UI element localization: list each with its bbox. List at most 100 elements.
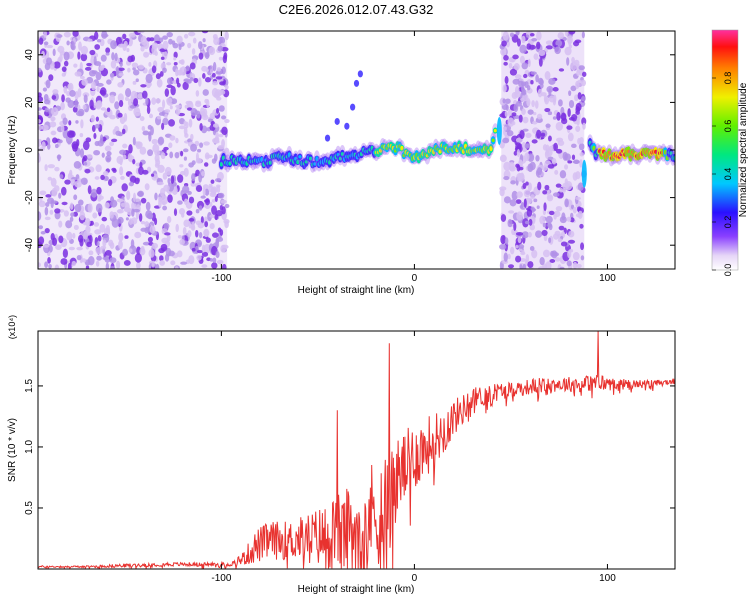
noise-point xyxy=(68,120,72,126)
noise-point xyxy=(41,141,46,150)
noise-point xyxy=(162,205,168,211)
noise-point xyxy=(525,254,530,263)
noise-point xyxy=(191,247,196,252)
noise-point xyxy=(155,158,161,167)
noise-point xyxy=(94,176,100,180)
noise-point xyxy=(201,251,209,257)
noise-point xyxy=(202,72,206,79)
noise-point xyxy=(518,159,523,167)
noise-point xyxy=(522,128,529,132)
noise-point xyxy=(579,223,584,229)
noise-point xyxy=(573,94,579,102)
noise-point xyxy=(566,57,570,66)
noise-point xyxy=(519,130,525,140)
noise-point xyxy=(211,262,218,269)
noise-point xyxy=(553,142,558,152)
noise-point xyxy=(566,125,573,130)
noise-point xyxy=(100,174,105,181)
noise-point xyxy=(221,66,226,75)
noise-point xyxy=(73,63,78,68)
noise-point xyxy=(542,222,547,228)
noise-point xyxy=(188,218,195,222)
colorbar-tick-label: 0.6 xyxy=(723,120,733,133)
noise-point xyxy=(77,234,84,243)
noise-point xyxy=(148,132,152,142)
noise-point xyxy=(210,187,217,196)
noise-point xyxy=(222,54,227,64)
noise-point xyxy=(85,137,92,143)
noise-point xyxy=(191,221,195,230)
noise-point xyxy=(161,200,166,206)
noise-point xyxy=(63,31,71,38)
noise-point xyxy=(185,121,189,129)
noise-point xyxy=(151,242,159,249)
noise-point xyxy=(511,190,518,201)
noise-point xyxy=(95,260,100,267)
noise-point xyxy=(117,216,124,224)
noise-point xyxy=(158,112,165,116)
noise-point xyxy=(526,209,533,217)
noise-point xyxy=(91,81,96,91)
noise-point xyxy=(159,255,164,262)
noise-point xyxy=(557,32,565,40)
noise-point xyxy=(558,99,563,107)
noise-point xyxy=(521,62,529,70)
noise-point xyxy=(202,187,206,197)
noise-point xyxy=(157,164,165,173)
noise-point xyxy=(507,264,515,269)
noise-point xyxy=(524,220,530,225)
noise-point xyxy=(62,117,68,125)
noise-point xyxy=(122,43,127,51)
noise-point xyxy=(166,215,172,224)
noise-point xyxy=(517,236,522,244)
noise-point xyxy=(38,153,41,163)
noise-point xyxy=(548,78,556,85)
noise-point xyxy=(51,95,57,100)
noise-point xyxy=(579,136,584,144)
branch-point xyxy=(344,122,350,130)
noise-point xyxy=(101,152,105,158)
noise-point xyxy=(125,88,132,98)
noise-point xyxy=(204,188,210,196)
noise-point xyxy=(532,112,537,116)
noise-point xyxy=(575,102,582,112)
noise-point xyxy=(145,97,149,106)
noise-point xyxy=(132,136,136,146)
noise-point xyxy=(567,239,576,244)
noise-point xyxy=(114,52,118,62)
noise-point xyxy=(539,257,545,266)
noise-point xyxy=(502,137,510,144)
noise-point xyxy=(164,232,171,236)
noise-point xyxy=(571,113,578,122)
noise-point xyxy=(543,202,547,212)
noise-point xyxy=(532,120,538,125)
noise-point xyxy=(555,121,564,131)
noise-point xyxy=(211,199,216,203)
noise-point xyxy=(185,80,192,84)
noise-point xyxy=(48,263,52,269)
noise-point xyxy=(99,223,106,233)
noise-point xyxy=(45,202,50,207)
noise-point xyxy=(168,142,173,149)
spectrogram-panel: -100 0 100 -40 -20 0 20 40 Height of straight l… xyxy=(7,30,676,296)
y-tick-label: -20 xyxy=(24,190,35,205)
noise-point xyxy=(189,62,196,70)
noise-point xyxy=(572,261,578,269)
noise-point xyxy=(178,125,186,130)
noise-point xyxy=(217,192,225,199)
noise-point xyxy=(64,179,71,185)
noise-point xyxy=(217,89,226,96)
noise-point xyxy=(40,230,46,235)
noise-point xyxy=(163,222,170,230)
noise-point xyxy=(52,89,59,95)
noise-point xyxy=(184,198,188,205)
noise-point xyxy=(106,150,112,157)
noise-point xyxy=(61,124,65,133)
noise-point xyxy=(137,93,143,99)
noise-point xyxy=(509,32,515,38)
y-tick-label: 1.0 xyxy=(24,440,35,454)
noise-point xyxy=(154,192,158,201)
noise-point xyxy=(133,98,139,107)
noise-point xyxy=(216,107,220,114)
noise-point xyxy=(576,117,580,126)
